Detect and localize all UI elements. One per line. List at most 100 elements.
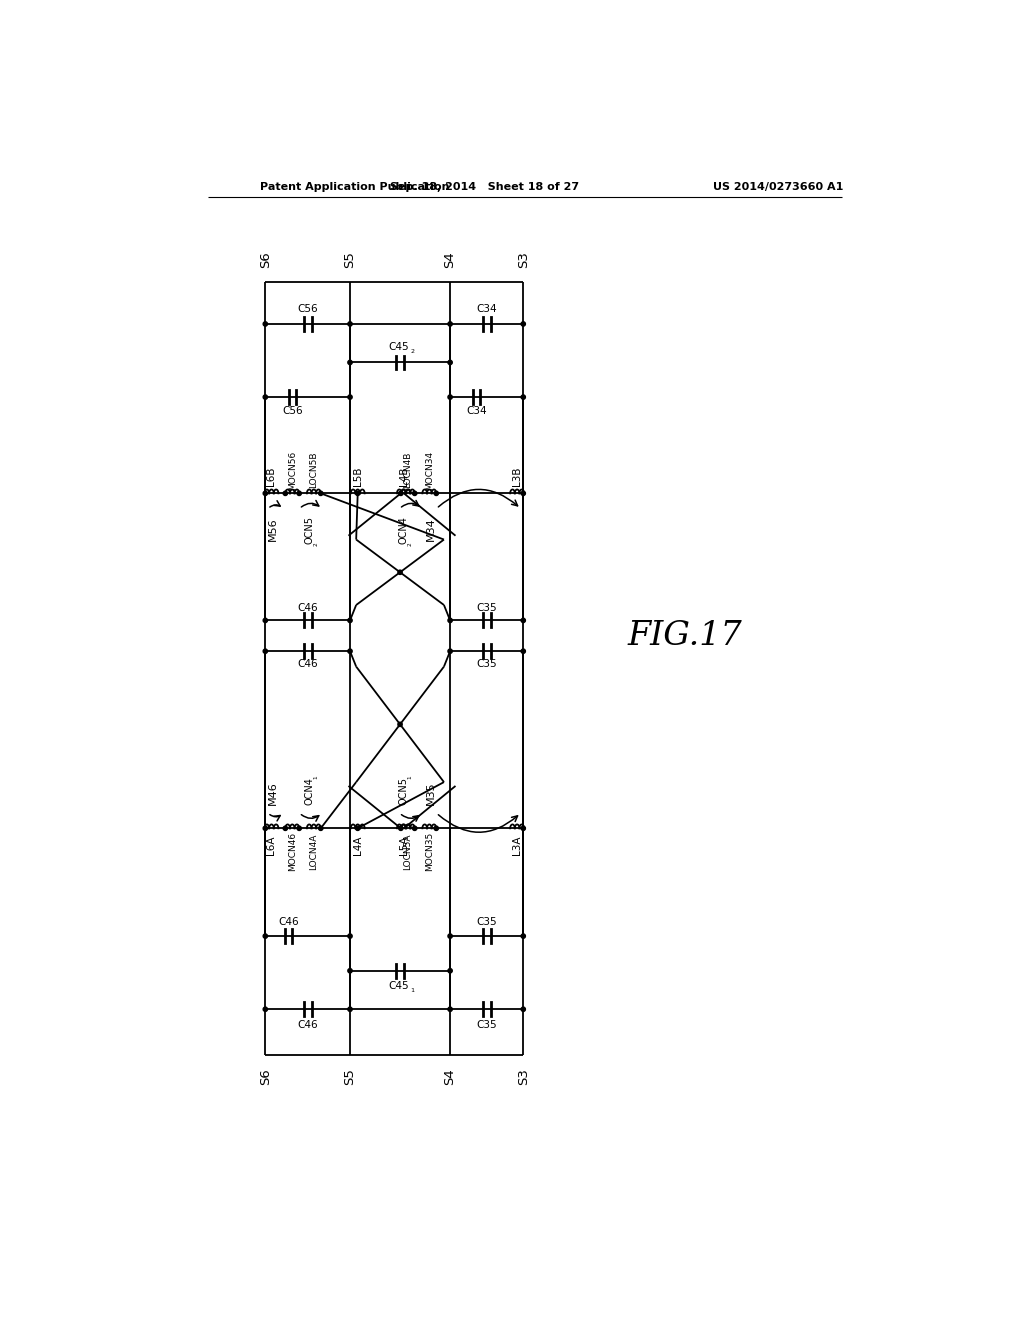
Text: S5: S5 bbox=[343, 1069, 356, 1085]
Circle shape bbox=[348, 618, 352, 623]
Text: S4: S4 bbox=[443, 252, 457, 268]
Circle shape bbox=[434, 826, 438, 830]
Circle shape bbox=[263, 1007, 267, 1011]
Circle shape bbox=[318, 826, 323, 830]
Circle shape bbox=[355, 826, 359, 830]
Text: C45: C45 bbox=[388, 981, 409, 991]
Text: US 2014/0273660 A1: US 2014/0273660 A1 bbox=[714, 182, 844, 191]
Circle shape bbox=[447, 322, 453, 326]
Text: C46: C46 bbox=[297, 659, 318, 668]
Text: S6: S6 bbox=[259, 252, 271, 268]
Circle shape bbox=[521, 491, 525, 495]
Text: C56: C56 bbox=[297, 304, 318, 314]
Text: C46: C46 bbox=[297, 1019, 318, 1030]
Circle shape bbox=[521, 618, 525, 623]
Text: S5: S5 bbox=[343, 252, 356, 268]
Circle shape bbox=[521, 322, 525, 326]
Text: L4A: L4A bbox=[352, 836, 362, 855]
Text: MOCN46: MOCN46 bbox=[288, 832, 297, 871]
Text: OCN4: OCN4 bbox=[305, 777, 315, 805]
Circle shape bbox=[263, 618, 267, 623]
Text: M56: M56 bbox=[268, 517, 278, 541]
Text: C45: C45 bbox=[388, 342, 409, 352]
Circle shape bbox=[297, 491, 301, 495]
Circle shape bbox=[263, 395, 267, 399]
Circle shape bbox=[521, 1007, 525, 1011]
Text: L3B: L3B bbox=[512, 467, 522, 486]
Circle shape bbox=[263, 935, 267, 939]
Circle shape bbox=[447, 1007, 453, 1011]
Text: $_2$: $_2$ bbox=[411, 347, 416, 356]
Circle shape bbox=[447, 360, 453, 364]
Text: C35: C35 bbox=[476, 659, 497, 668]
Text: LOCN5A: LOCN5A bbox=[403, 833, 413, 870]
Circle shape bbox=[348, 322, 352, 326]
Circle shape bbox=[398, 570, 402, 574]
Circle shape bbox=[263, 826, 267, 830]
Text: S6: S6 bbox=[259, 1069, 271, 1085]
Text: S3: S3 bbox=[517, 1069, 529, 1085]
Text: S4: S4 bbox=[443, 1069, 457, 1085]
Text: MOCN35: MOCN35 bbox=[425, 832, 434, 871]
Text: MOCN34: MOCN34 bbox=[425, 450, 434, 490]
Text: C35: C35 bbox=[476, 1019, 497, 1030]
Circle shape bbox=[447, 649, 453, 653]
Circle shape bbox=[398, 722, 402, 726]
Text: OCN5: OCN5 bbox=[399, 777, 409, 805]
Circle shape bbox=[413, 826, 417, 830]
Circle shape bbox=[398, 826, 403, 830]
Text: MOCN56: MOCN56 bbox=[288, 450, 297, 490]
Circle shape bbox=[521, 395, 525, 399]
Circle shape bbox=[521, 935, 525, 939]
Circle shape bbox=[447, 395, 453, 399]
Text: L5B: L5B bbox=[352, 467, 362, 486]
Text: C34: C34 bbox=[476, 304, 497, 314]
Text: L6B: L6B bbox=[266, 467, 276, 486]
Text: C34: C34 bbox=[466, 407, 487, 416]
Circle shape bbox=[348, 1007, 352, 1011]
Text: C46: C46 bbox=[279, 917, 299, 927]
Circle shape bbox=[297, 826, 301, 830]
Circle shape bbox=[348, 935, 352, 939]
Circle shape bbox=[263, 322, 267, 326]
Circle shape bbox=[263, 649, 267, 653]
Circle shape bbox=[318, 491, 323, 495]
Circle shape bbox=[348, 969, 352, 973]
Text: M34: M34 bbox=[426, 517, 436, 541]
Text: C35: C35 bbox=[476, 917, 497, 927]
Circle shape bbox=[284, 491, 288, 495]
Text: OCN5: OCN5 bbox=[305, 516, 315, 544]
Circle shape bbox=[355, 491, 359, 495]
Text: C56: C56 bbox=[283, 407, 303, 416]
Text: LOCN4B: LOCN4B bbox=[403, 451, 413, 488]
Text: $_1$: $_1$ bbox=[411, 986, 416, 995]
Text: L3A: L3A bbox=[512, 836, 522, 855]
Circle shape bbox=[413, 491, 417, 495]
Text: M35: M35 bbox=[426, 781, 436, 805]
Text: $_1$: $_1$ bbox=[407, 775, 416, 780]
Circle shape bbox=[348, 395, 352, 399]
Text: $_2$: $_2$ bbox=[407, 541, 416, 546]
Text: FIG.17: FIG.17 bbox=[628, 620, 742, 652]
Circle shape bbox=[447, 618, 453, 623]
Text: LOCN5B: LOCN5B bbox=[309, 451, 318, 488]
Text: L6A: L6A bbox=[266, 836, 276, 855]
Circle shape bbox=[263, 491, 267, 495]
Circle shape bbox=[398, 491, 403, 495]
Circle shape bbox=[348, 649, 352, 653]
Text: $_1$: $_1$ bbox=[312, 775, 322, 780]
Circle shape bbox=[434, 491, 438, 495]
Circle shape bbox=[447, 935, 453, 939]
Text: $_2$: $_2$ bbox=[312, 541, 322, 546]
Text: Sep. 18, 2014   Sheet 18 of 27: Sep. 18, 2014 Sheet 18 of 27 bbox=[390, 182, 580, 191]
Text: Patent Application Publication: Patent Application Publication bbox=[260, 182, 450, 191]
Text: M46: M46 bbox=[268, 781, 278, 805]
Text: LOCN4A: LOCN4A bbox=[309, 833, 318, 870]
Circle shape bbox=[447, 969, 453, 973]
Text: L4B: L4B bbox=[399, 467, 409, 486]
Circle shape bbox=[521, 826, 525, 830]
Text: C35: C35 bbox=[476, 603, 497, 612]
Text: L5A: L5A bbox=[399, 836, 409, 855]
Text: S3: S3 bbox=[517, 252, 529, 268]
Circle shape bbox=[284, 826, 288, 830]
